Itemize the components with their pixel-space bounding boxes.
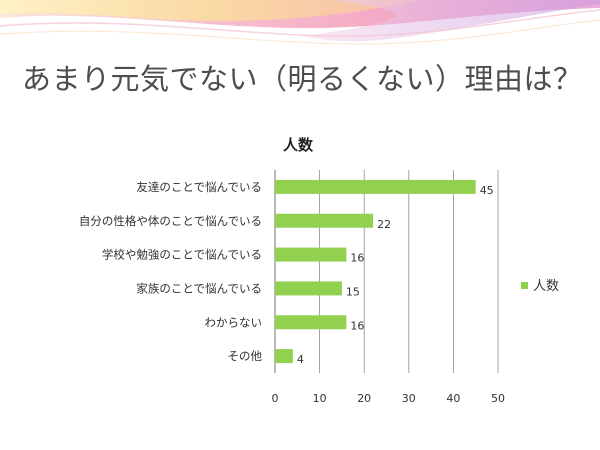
- bar: [275, 213, 374, 228]
- gridlines: [274, 170, 499, 373]
- bar: [275, 315, 347, 330]
- data-label: 22: [377, 218, 391, 231]
- x-tick-label: 0: [272, 392, 279, 405]
- x-tick-label: 30: [402, 392, 416, 405]
- category-label: その他: [228, 349, 263, 363]
- x-tick-label: 50: [491, 392, 505, 405]
- x-tick-label: 10: [313, 392, 327, 405]
- legend: 人数: [521, 279, 559, 294]
- data-label: 4: [297, 353, 304, 366]
- bar: [275, 179, 476, 194]
- data-label: 15: [346, 285, 360, 298]
- data-label: 16: [350, 252, 364, 265]
- decorative-banner: [0, 0, 600, 45]
- category-label: 友達のことで悩んでいる: [136, 180, 262, 194]
- data-label: 45: [480, 184, 494, 197]
- legend-label: 人数: [533, 279, 559, 294]
- bar: [275, 247, 347, 262]
- chart-title: 人数: [283, 136, 314, 154]
- legend-swatch: [521, 282, 528, 289]
- category-label: 学校や勉強のことで悩んでいる: [102, 248, 262, 262]
- bar: [275, 281, 342, 296]
- x-tick-label: 20: [357, 392, 371, 405]
- data-label: 16: [350, 319, 364, 332]
- data-labels: 45 22 16 15 16 4: [297, 184, 494, 366]
- category-labels: 友達のことで悩んでいる自分の性格や体のことで悩んでいる学校や勉強のことで悩んでい…: [79, 180, 263, 363]
- category-label: わからない: [205, 315, 263, 329]
- bars: [275, 179, 476, 364]
- category-label: 自分の性格や体のことで悩んでいる: [79, 214, 262, 228]
- bar: [275, 349, 293, 364]
- x-tick-labels: 0 10 20 30 40 50: [272, 392, 506, 405]
- category-label: 家族のことで悩んでいる: [136, 281, 262, 295]
- slide-title: あまり元気でない（明るくない）理由は？: [22, 62, 583, 96]
- x-tick-label: 40: [446, 392, 460, 405]
